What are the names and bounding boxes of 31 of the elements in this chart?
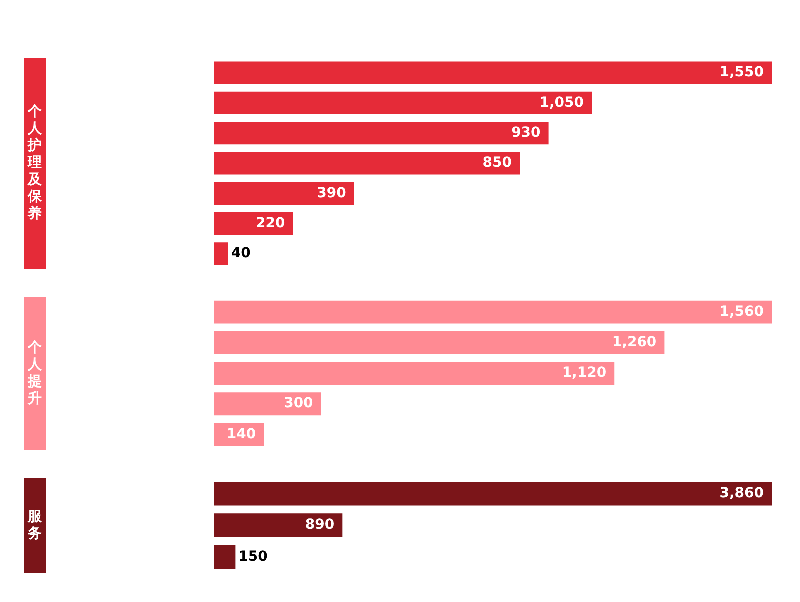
data-label: 1,550 bbox=[720, 64, 764, 81]
data-label: 1,050 bbox=[540, 94, 584, 111]
tab-box: 服务 bbox=[24, 478, 46, 573]
bar bbox=[214, 242, 228, 266]
bar bbox=[214, 152, 520, 175]
data-label: 390 bbox=[317, 185, 347, 202]
tab-box: 个人护理及保养 bbox=[24, 58, 46, 269]
bar bbox=[214, 62, 772, 84]
bar bbox=[214, 92, 592, 115]
data-label: 220 bbox=[256, 215, 286, 232]
data-label: 1,260 bbox=[612, 334, 657, 351]
bar bbox=[214, 392, 322, 416]
data-label: 150 bbox=[238, 548, 268, 565]
data-label: 850 bbox=[482, 155, 512, 172]
data-label: 890 bbox=[305, 517, 335, 534]
tab-box: 个人提升 bbox=[24, 297, 46, 450]
bar bbox=[214, 182, 354, 205]
bar bbox=[214, 362, 615, 385]
data-label: 40 bbox=[231, 246, 252, 262]
data-label: 930 bbox=[512, 125, 542, 141]
data-label: 300 bbox=[284, 396, 314, 412]
data-label: 3,860 bbox=[720, 485, 764, 502]
data-label: 1,120 bbox=[562, 365, 607, 382]
data-label: 140 bbox=[226, 426, 256, 442]
y-axis-title: 个人提升 bbox=[27, 340, 43, 408]
y-axis-title: 个人护理及保养 bbox=[27, 104, 43, 223]
bar bbox=[214, 122, 549, 145]
data-label: 1,560 bbox=[720, 304, 764, 320]
bar bbox=[214, 300, 772, 324]
y-axis-title: 服务 bbox=[27, 508, 43, 542]
bar bbox=[214, 331, 665, 354]
